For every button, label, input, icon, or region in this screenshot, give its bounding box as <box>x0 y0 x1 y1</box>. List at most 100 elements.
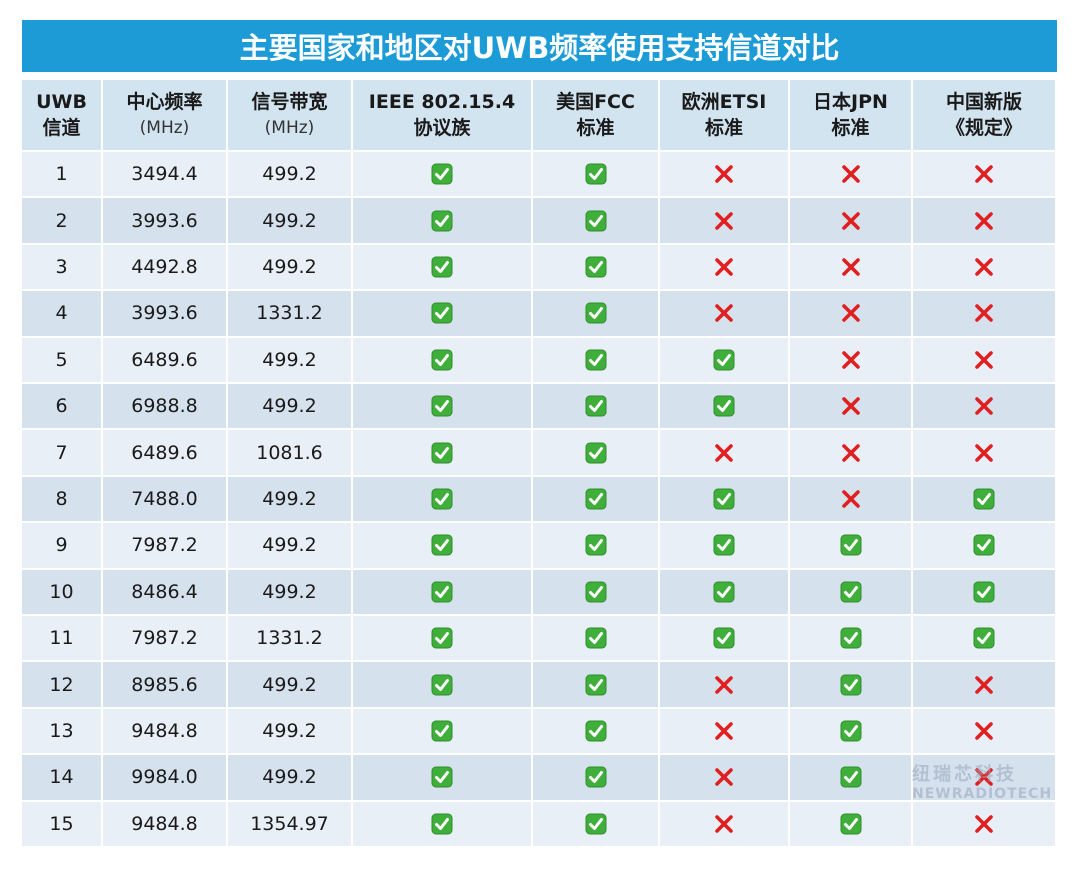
table-cell <box>660 662 790 709</box>
table-cell <box>353 244 533 292</box>
check-icon <box>713 581 735 603</box>
table-cell <box>790 801 913 848</box>
check-icon <box>431 766 453 788</box>
table-cell: 499.2 <box>228 662 353 709</box>
check-icon <box>585 627 606 649</box>
cell-text: 3993.6 <box>131 302 198 325</box>
cell-text: 499.2 <box>262 673 317 696</box>
header-cell: UWB 信道 <box>22 80 103 152</box>
table-cell: 13 <box>22 708 103 756</box>
table-cell <box>353 152 533 199</box>
cross-icon <box>975 675 993 694</box>
header-text: 信号带宽 <box>251 91 328 113</box>
table-cell: 2 <box>22 198 103 245</box>
cell-text: 499.2 <box>262 580 317 603</box>
cell-text: 6 <box>55 395 68 418</box>
table-cell <box>353 430 533 477</box>
table-cell <box>790 708 913 756</box>
table-cell <box>660 337 790 384</box>
table-cell <box>790 384 913 431</box>
cell-text: 11 <box>49 627 74 650</box>
table-cell <box>660 755 790 802</box>
table-cell <box>660 476 790 524</box>
table-cell <box>660 430 790 477</box>
table-cell: 6988.8 <box>103 384 228 431</box>
cross-icon <box>975 768 993 787</box>
cell-text: 7488.0 <box>131 487 198 510</box>
cell-text: 13 <box>49 719 74 742</box>
check-icon <box>585 256 606 278</box>
check-icon <box>431 163 453 185</box>
table-cell: 8985.6 <box>103 662 228 709</box>
table-cell <box>533 384 660 431</box>
table-cell: 3494.4 <box>103 152 228 199</box>
cell-text: 3494.4 <box>131 163 198 186</box>
table-cell <box>533 523 660 570</box>
watermark-en: NEWRADIOTECH <box>912 786 1053 802</box>
header-cell: 中国新版 《规定》 <box>913 80 1057 152</box>
cell-text: 10 <box>49 580 74 603</box>
cross-icon <box>715 211 733 230</box>
table-cell: 1 <box>22 152 103 199</box>
check-icon <box>585 674 606 696</box>
check-icon <box>431 302 453 324</box>
header-cell: 信号带宽 (MHz) <box>228 80 353 152</box>
table-cell <box>660 152 790 199</box>
check-icon <box>713 488 735 510</box>
table-cell: 3993.6 <box>103 291 228 338</box>
table-cell <box>913 801 1057 848</box>
table-cell <box>353 662 533 709</box>
check-icon <box>713 534 735 556</box>
table-cell <box>913 198 1057 245</box>
table-cell <box>353 569 533 616</box>
check-icon <box>973 627 995 649</box>
table-cell <box>913 476 1057 524</box>
cell-text: 15 <box>49 812 74 835</box>
table-cell: 11 <box>22 616 103 663</box>
table-cell: 3993.6 <box>103 198 228 245</box>
cross-icon <box>841 443 860 462</box>
table-cell <box>533 755 660 802</box>
cell-text: 499.2 <box>262 395 317 418</box>
table-cell <box>353 198 533 245</box>
cell-text: 5 <box>55 348 68 371</box>
header-cell: 日本JPN 标准 <box>790 80 913 152</box>
cell-text: 4492.8 <box>131 255 198 278</box>
table-cell: 10 <box>22 569 103 616</box>
table-title: 主要国家和地区对UWB频率使用支持信道对比 <box>22 20 1057 72</box>
table-cell <box>660 569 790 616</box>
check-icon <box>431 442 453 464</box>
header-text: 信道 <box>42 117 81 139</box>
cell-text: 9 <box>55 534 68 557</box>
cell-text: 6489.6 <box>131 441 198 464</box>
cell-text: 7987.2 <box>131 627 198 650</box>
check-icon <box>585 813 606 835</box>
table-cell: 3 <box>22 244 103 292</box>
check-icon <box>585 534 606 556</box>
check-icon <box>840 813 861 835</box>
check-icon <box>840 766 861 788</box>
table-cell <box>353 708 533 756</box>
check-icon <box>973 581 995 603</box>
table-cell: 499.2 <box>228 244 353 292</box>
header-text: (MHz) <box>139 118 190 138</box>
table-cell <box>913 662 1057 709</box>
header-text: 标准 <box>704 117 743 139</box>
cross-icon <box>975 814 993 833</box>
table-cell <box>660 616 790 663</box>
check-icon <box>585 302 606 324</box>
table-cell: 15 <box>22 801 103 848</box>
check-icon <box>431 349 453 371</box>
check-icon <box>585 766 606 788</box>
check-icon <box>840 581 861 603</box>
check-icon <box>973 534 995 556</box>
cell-text: 4 <box>55 302 68 325</box>
cross-icon <box>715 304 733 323</box>
table-cell <box>913 291 1057 338</box>
table-cell: 8 <box>22 476 103 524</box>
table-cell: 9484.8 <box>103 708 228 756</box>
check-icon <box>585 349 606 371</box>
header-text: IEEE 802.15.4 <box>368 91 516 113</box>
table-cell <box>533 708 660 756</box>
